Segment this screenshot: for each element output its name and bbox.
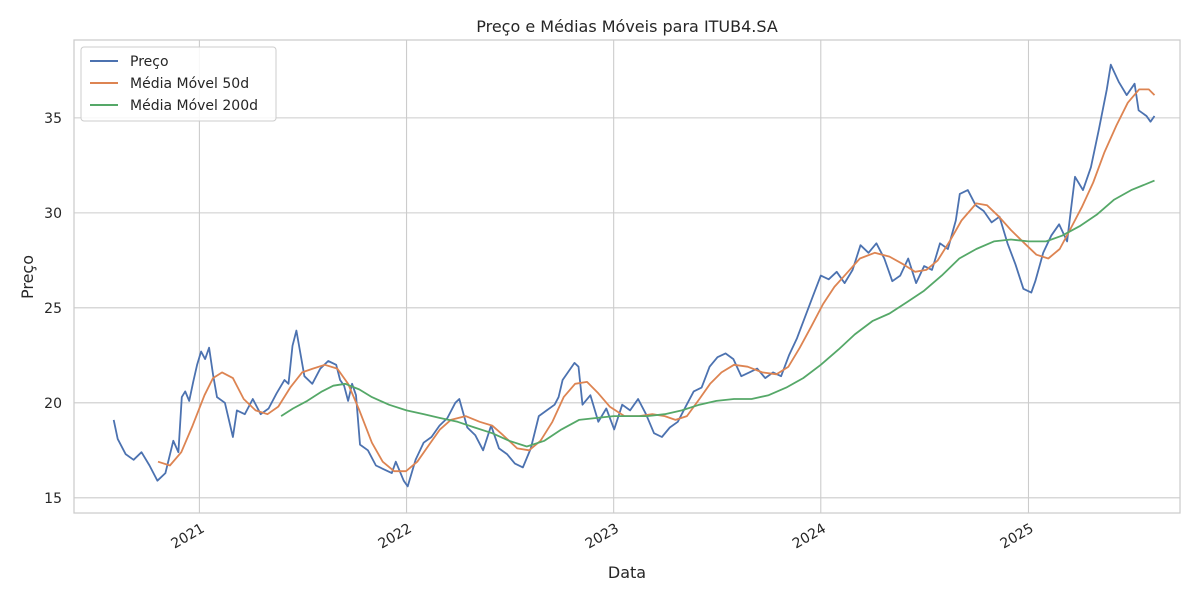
plot-frame <box>73 39 1181 514</box>
legend: Preço Média Móvel 50d Média Móvel 200d <box>80 46 277 122</box>
x-tick-label: 2025 <box>998 521 1037 553</box>
chart-title: Preço e Médias Móveis para ITUB4.SA <box>476 17 778 36</box>
series-line-preco <box>112 63 1156 488</box>
y-tick-label: 25 <box>44 301 62 317</box>
x-tick-label: 2024 <box>790 521 829 553</box>
y-axis-label: Preço <box>18 255 37 299</box>
y-tick-label: 20 <box>44 396 62 412</box>
legend-label-mm50: Média Móvel 50d <box>130 76 249 92</box>
x-tick-label: 2021 <box>169 521 208 553</box>
y-tick-label: 15 <box>44 491 62 507</box>
series-lines <box>112 63 1156 488</box>
x-tick-label: 2022 <box>376 521 415 553</box>
y-tick-label: 35 <box>44 111 62 127</box>
legend-box <box>80 46 277 122</box>
series-line-mm200 <box>280 179 1155 448</box>
x-tick-label: 2023 <box>583 521 622 553</box>
legend-label-preco: Preço <box>130 54 169 70</box>
x-axis-label: Data <box>608 563 646 582</box>
legend-label-mm200: Média Móvel 200d <box>130 98 258 114</box>
series-line-mm50 <box>157 88 1156 473</box>
y-tick-label: 30 <box>44 206 62 222</box>
